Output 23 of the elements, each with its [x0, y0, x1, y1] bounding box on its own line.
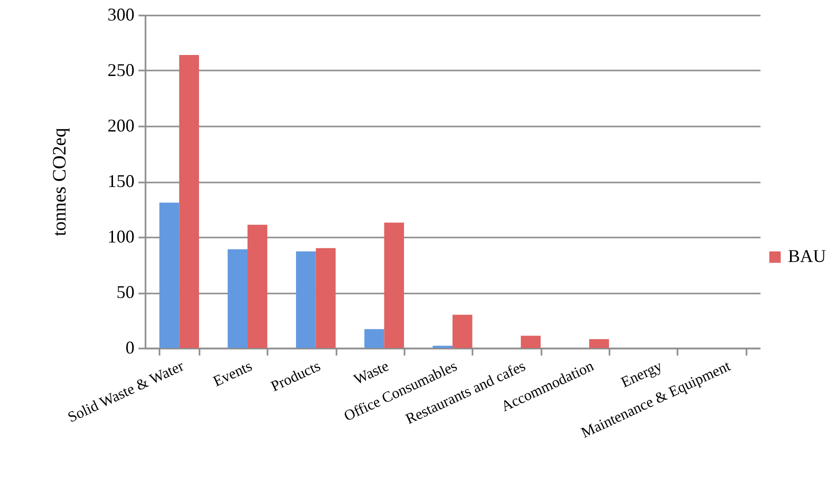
y-tick-label: 250 [108, 60, 134, 80]
y-tick-label: 50 [116, 282, 134, 302]
y-tick-label: 100 [108, 226, 134, 246]
bar [228, 249, 248, 348]
bar [452, 314, 472, 348]
y-axis-title: tonnes CO2eq [50, 127, 70, 236]
y-tick-label: 200 [108, 116, 134, 136]
y-tick-label: 300 [108, 4, 134, 24]
x-tick-label: Events [210, 358, 255, 390]
x-tick-label: Energy [618, 358, 666, 392]
bar [589, 339, 609, 348]
y-tick-label: 0 [126, 338, 134, 358]
legend-label: BAU [788, 246, 826, 266]
bar [316, 248, 336, 348]
bar [364, 329, 384, 348]
bar [159, 202, 180, 348]
bar [384, 222, 404, 348]
x-tick-label: Solid Waste & Water [66, 358, 186, 426]
bar [248, 224, 268, 348]
y-tick-label: 150 [108, 171, 134, 191]
bar [179, 54, 199, 348]
bar [296, 251, 316, 348]
bar [520, 336, 541, 348]
